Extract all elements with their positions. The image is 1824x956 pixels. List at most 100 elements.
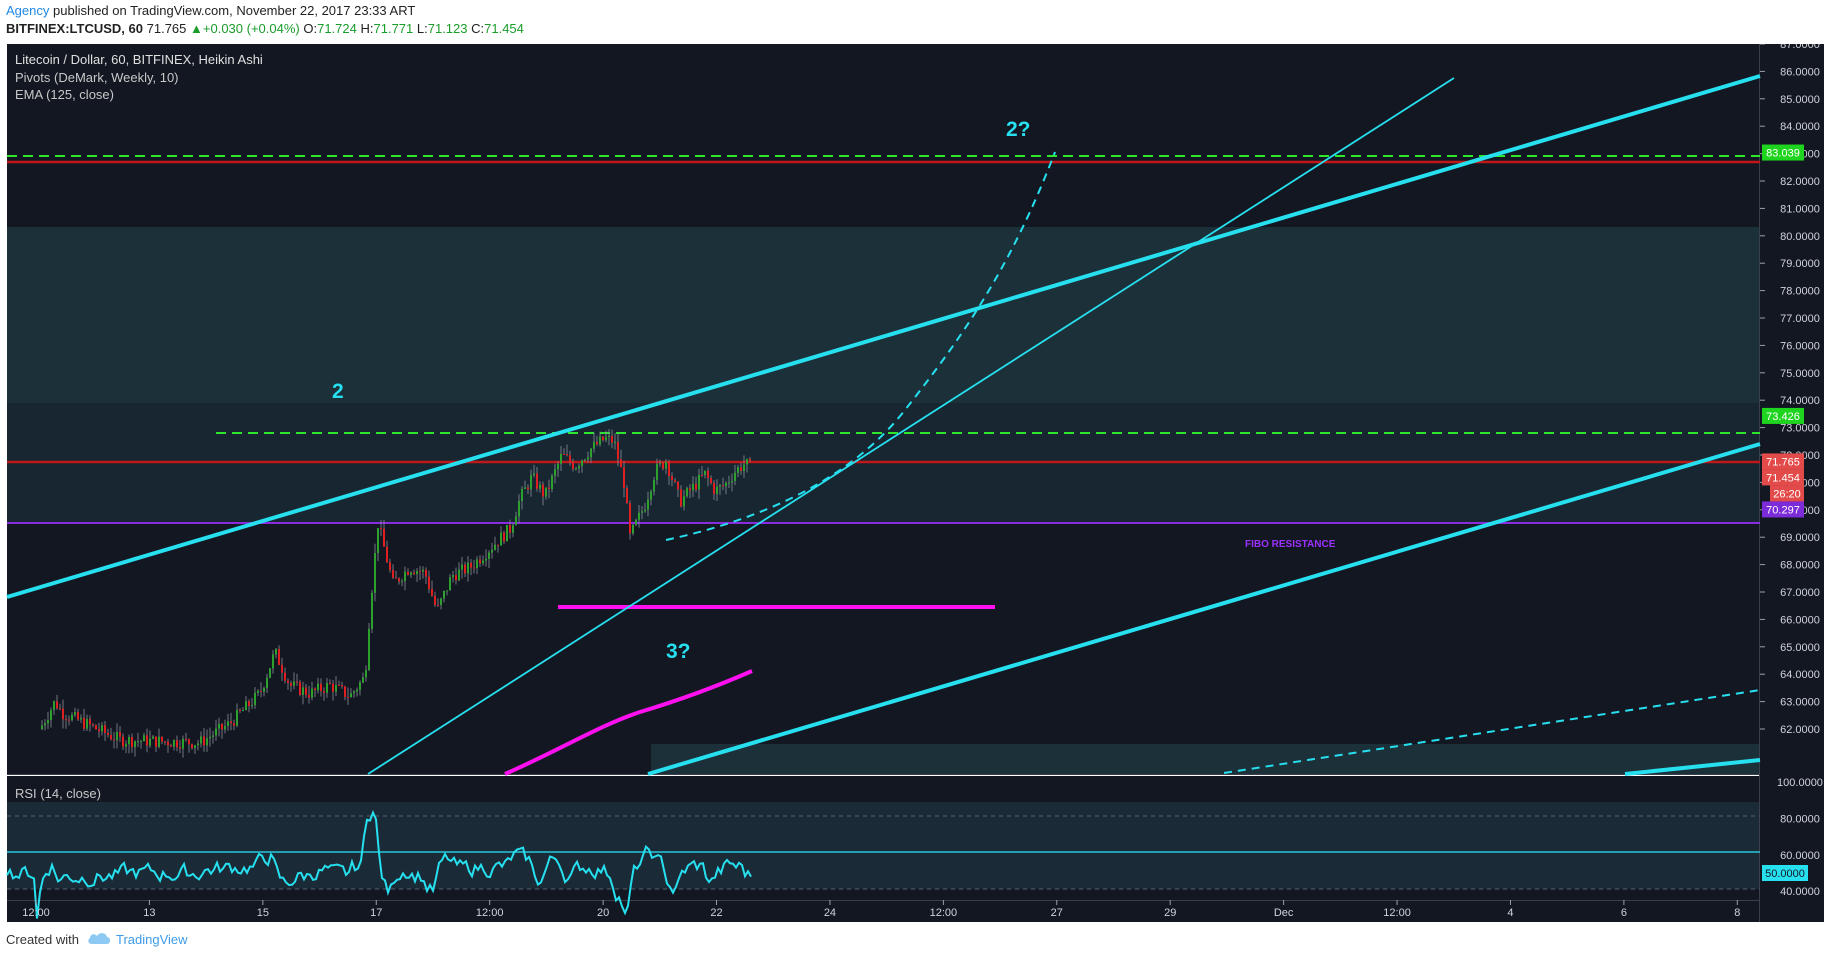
price-tick-label: 74.0000 bbox=[1780, 395, 1820, 407]
candle-body bbox=[71, 714, 73, 721]
candle-body bbox=[212, 735, 214, 737]
candle-body bbox=[638, 512, 640, 520]
candle-body bbox=[236, 709, 238, 726]
candle-body bbox=[587, 457, 589, 460]
candle-body bbox=[173, 740, 175, 747]
candle-body bbox=[749, 458, 751, 461]
time-tick-label: 24 bbox=[824, 907, 836, 919]
candle-body bbox=[350, 693, 352, 698]
candle-body bbox=[683, 496, 685, 507]
rsi-line[interactable] bbox=[6, 809, 752, 919]
time-tick-label: 12:00 bbox=[930, 907, 958, 919]
candle-body bbox=[518, 500, 520, 517]
price-tick-label: 68.0000 bbox=[1780, 560, 1820, 572]
lower-dashed-trendline[interactable] bbox=[1223, 689, 1761, 774]
candle-body bbox=[404, 571, 406, 582]
candle-body bbox=[698, 474, 700, 490]
candle-body bbox=[266, 677, 268, 689]
candle-body bbox=[578, 466, 580, 469]
candle-body bbox=[671, 476, 673, 481]
candle-body bbox=[365, 670, 367, 678]
price-tick-label: 77.0000 bbox=[1780, 313, 1820, 325]
candle-body bbox=[614, 441, 616, 443]
candle-body bbox=[383, 528, 385, 547]
rsi-legend[interactable]: RSI (14, close) bbox=[15, 786, 101, 801]
candle-body bbox=[482, 560, 484, 564]
candle-body bbox=[146, 735, 148, 746]
candle-body bbox=[326, 683, 328, 693]
candle-body bbox=[551, 475, 553, 489]
price-tick-label: 82.0000 bbox=[1780, 176, 1820, 188]
candle-body bbox=[716, 486, 718, 494]
close-label: C: bbox=[471, 21, 485, 36]
candle-body bbox=[464, 564, 466, 574]
candle-body bbox=[65, 719, 67, 721]
wave-3q-label[interactable]: 3? bbox=[666, 640, 691, 663]
candle-body bbox=[659, 462, 661, 464]
candle-body bbox=[272, 654, 274, 669]
created-with-text: Created with bbox=[6, 932, 79, 947]
up-arrow-icon: ▲ bbox=[190, 21, 203, 36]
resistance-zone bbox=[7, 227, 1760, 403]
candle-body bbox=[254, 692, 256, 706]
candle-body bbox=[161, 736, 163, 742]
candle-body bbox=[248, 701, 250, 706]
candle-body bbox=[344, 686, 346, 697]
candle-body bbox=[317, 683, 319, 691]
candle-body bbox=[599, 436, 601, 445]
author-link[interactable]: Agency bbox=[6, 3, 50, 18]
pivots-legend[interactable]: Pivots (DeMark, Weekly, 10) bbox=[15, 70, 179, 85]
upper-trendline[interactable] bbox=[6, 74, 1761, 599]
candle-body bbox=[503, 532, 505, 542]
price-tick-label: 79.0000 bbox=[1780, 258, 1820, 270]
fibo-resistance-label[interactable]: FIBO RESISTANCE bbox=[1245, 539, 1336, 550]
candle-body bbox=[629, 503, 631, 534]
candle-body bbox=[410, 572, 412, 575]
tradingview-link[interactable]: TradingView bbox=[116, 932, 188, 947]
candle-body bbox=[224, 725, 226, 730]
time-tick-label: 6 bbox=[1621, 907, 1627, 919]
candle-body bbox=[197, 743, 199, 746]
price-chart[interactable]: 2 2? 3? FIBO RESISTANCE 87.000086.000085… bbox=[0, 44, 1824, 924]
wave-2q-label[interactable]: 2? bbox=[1006, 118, 1031, 141]
chart-title[interactable]: Litecoin / Dollar, 60, BITFINEX, Heikin … bbox=[15, 52, 263, 67]
ema-legend[interactable]: EMA (125, close) bbox=[15, 87, 114, 102]
candle-body bbox=[245, 701, 247, 711]
candle-body bbox=[188, 739, 190, 745]
time-tick-label: 17 bbox=[370, 907, 382, 919]
rsi-level-box bbox=[1762, 865, 1808, 881]
candle-body bbox=[83, 717, 85, 729]
candle-body bbox=[515, 516, 517, 526]
wave-2-label[interactable]: 2 bbox=[332, 380, 344, 403]
candle-body bbox=[644, 509, 646, 512]
candle-body bbox=[533, 473, 535, 476]
price-tick-label: 76.0000 bbox=[1780, 340, 1820, 352]
price-tick-label: 85.0000 bbox=[1780, 94, 1820, 106]
candle-body bbox=[692, 483, 694, 491]
candle-body bbox=[560, 453, 562, 464]
bottom-trendline[interactable] bbox=[1624, 758, 1761, 776]
candle-body bbox=[50, 710, 52, 721]
candle-series[interactable] bbox=[41, 428, 751, 758]
candle-body bbox=[107, 732, 109, 735]
tradingview-cloud-icon bbox=[88, 933, 110, 944]
candle-body bbox=[164, 741, 166, 743]
ema-line[interactable] bbox=[504, 669, 753, 776]
candle-body bbox=[398, 578, 400, 582]
lower-trendline[interactable] bbox=[647, 442, 1761, 776]
candle-body bbox=[59, 708, 61, 710]
candle-body bbox=[215, 728, 217, 736]
candle-body bbox=[89, 719, 91, 725]
candle-body bbox=[425, 569, 427, 577]
steep-trendline[interactable] bbox=[367, 77, 1455, 775]
candle-body bbox=[710, 478, 712, 484]
candle-body bbox=[620, 459, 622, 468]
price-tick-label: 84.0000 bbox=[1780, 121, 1820, 133]
candle-body bbox=[479, 559, 481, 564]
time-axis[interactable] bbox=[7, 900, 1760, 922]
candle-body bbox=[116, 732, 118, 741]
candle-body bbox=[743, 464, 745, 471]
candle-body bbox=[329, 683, 331, 685]
candle-body bbox=[557, 463, 559, 470]
candle-body bbox=[131, 737, 133, 748]
